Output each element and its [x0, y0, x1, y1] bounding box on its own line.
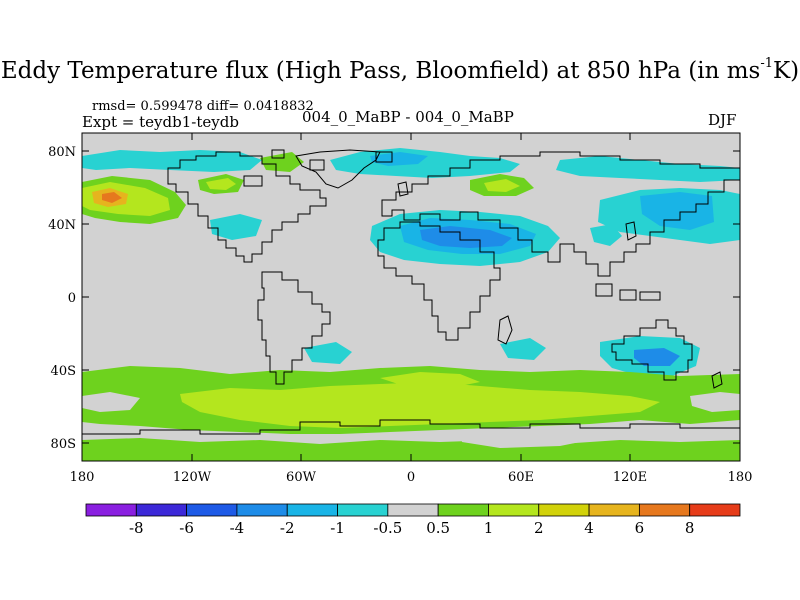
colorbar-swatch [236, 503, 288, 517]
contour-patch-blue [634, 348, 680, 366]
lat-label: 80S [51, 437, 76, 452]
lon-label: 0 [407, 470, 415, 485]
contour-patch-cyan [210, 214, 262, 240]
contour-patch-yellow [380, 372, 480, 388]
colorbar-label: 8 [685, 519, 695, 537]
contour-patch-lightblue [640, 192, 714, 230]
contour-patch-cyan [304, 342, 352, 364]
colorbar-label: 4 [584, 519, 594, 537]
colorbar-swatch [689, 503, 741, 517]
colorbar-label: 0.5 [426, 519, 450, 537]
colorbar-labels: -8 -6 -4 -2 -1 -0.5 0.5 1 2 4 6 8 [129, 519, 694, 537]
colorbar-swatch [337, 503, 389, 517]
coastline-eurasia [381, 151, 741, 277]
colorbar-swatch [286, 503, 338, 517]
contour-patch-yellow [206, 178, 236, 190]
colorbar-swatch [538, 503, 590, 517]
contour-patch-cyan [500, 338, 546, 360]
lon-label: 180 [70, 470, 95, 485]
lon-labels: 180 120W 60W 0 60E 120E 180 [70, 470, 753, 485]
contour-patch-darkorange [102, 192, 122, 203]
coastline-arctic-islands [243, 149, 393, 187]
lon-label: 60W [286, 470, 317, 485]
colorbar [85, 503, 741, 517]
colorbar-swatch [387, 503, 439, 517]
lat-label: 40N [48, 218, 76, 233]
coastline-antarctica [82, 419, 740, 435]
coastline-new-zealand [711, 371, 723, 389]
lat-label: 0 [68, 291, 76, 306]
colorbar-swatch [638, 503, 691, 517]
colorbar-swatch [186, 503, 238, 517]
contour-patch-cyan [82, 150, 262, 172]
coastline-indonesia [595, 283, 661, 301]
colorbar-swatch [85, 503, 137, 517]
plot-subtitle: 004_0_MaBP - 004_0_MaBP [302, 108, 514, 126]
stats-label: rmsd= 0.599478 diff= 0.0418832 [92, 99, 314, 114]
colorbar-label: -6 [179, 519, 194, 537]
lat-labels: 80N 40N 0 40S 80S [48, 145, 76, 452]
contour-patch-gray [690, 392, 740, 412]
coastline-uk [397, 181, 409, 197]
contour-patch-green [260, 152, 304, 172]
coastline-australia [611, 319, 693, 381]
lat-label: 80N [48, 145, 76, 160]
contour-fields [82, 148, 740, 461]
contour-patch-gray [82, 392, 140, 412]
colorbar-label: -2 [280, 519, 295, 537]
colorbar-swatch [588, 503, 640, 517]
colorbar-swatch [488, 503, 540, 517]
colorbar-label: -0.5 [373, 519, 402, 537]
coastline-north-america [167, 151, 327, 263]
lon-label: 120E [613, 470, 647, 485]
coastline-madagascar [497, 315, 513, 345]
contour-patch-yellow [180, 382, 660, 428]
coastline-greenland [295, 149, 381, 189]
coastlines [82, 149, 741, 435]
colorbar-label: 1 [484, 519, 494, 537]
lat-label: 40S [51, 364, 76, 379]
colorbar-swatch [135, 503, 188, 517]
contour-patch-yellow [484, 179, 520, 192]
colorbar-label: -8 [129, 519, 144, 537]
lon-label: 180 [728, 470, 753, 485]
contour-patch-green [82, 438, 740, 461]
colorbar-label: 6 [635, 519, 645, 537]
axis-ticks [81, 133, 741, 461]
season-label: DJF [708, 111, 737, 129]
contour-patch-gray [460, 428, 600, 448]
coastline-africa [377, 221, 501, 341]
coastline-japan [625, 221, 637, 241]
experiment-label: Expt = teydb1-teydb [82, 113, 239, 131]
contour-patch-cyan [590, 224, 622, 246]
colorbar-swatch [437, 503, 489, 517]
coastline-south-america [257, 271, 331, 385]
lon-label: 60E [508, 470, 534, 485]
plot-title: Eddy Temperature flux (High Pass, Bloomf… [0, 56, 800, 84]
lon-label: 120W [173, 470, 212, 485]
colorbar-label: -1 [330, 519, 345, 537]
colorbar-label: 2 [534, 519, 544, 537]
colorbar-label: -4 [230, 519, 245, 537]
contour-patch-cyan [556, 156, 740, 182]
